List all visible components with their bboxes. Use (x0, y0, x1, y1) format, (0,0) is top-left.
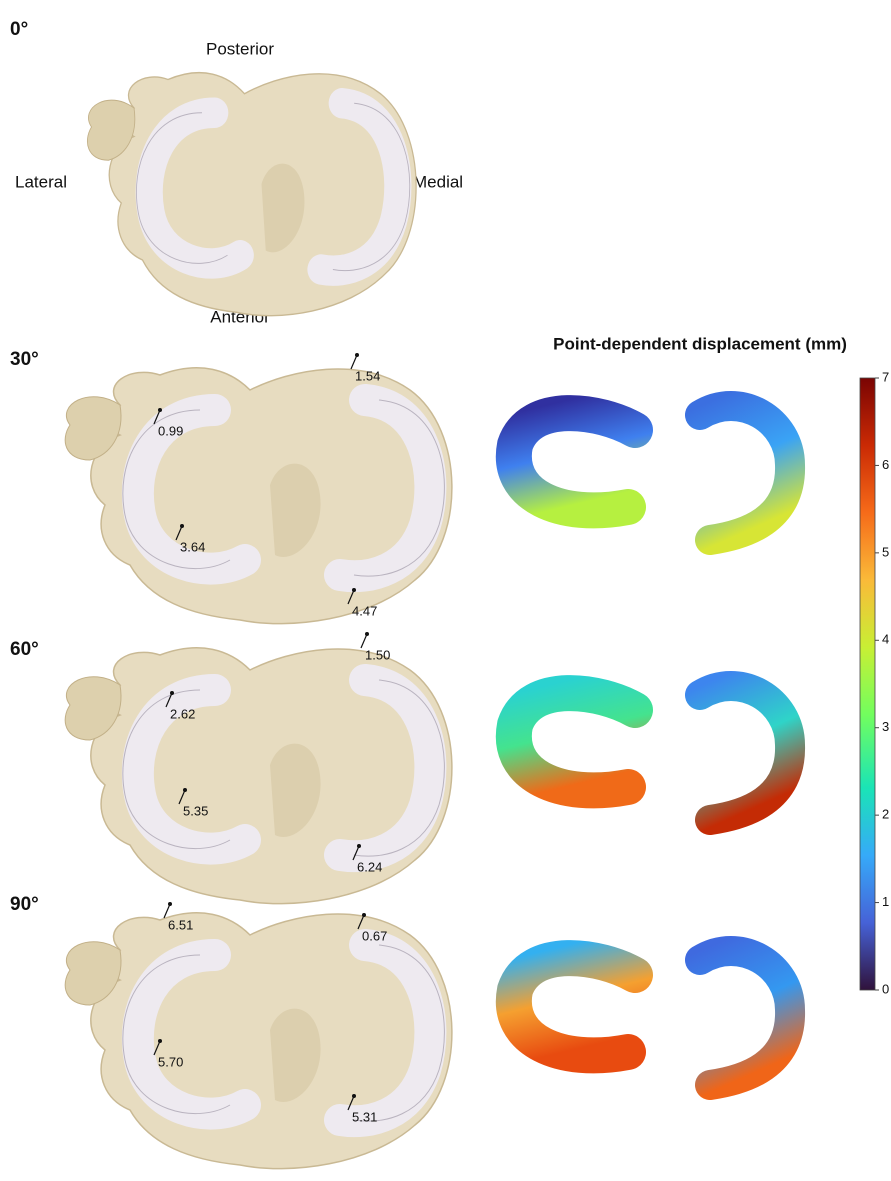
measurement: 0.99 (158, 423, 183, 438)
meniscus-heatmap (700, 951, 790, 1085)
measurement: 5.31 (352, 1109, 377, 1124)
meniscus-heatmap (514, 413, 635, 510)
meniscus-heatmap (700, 406, 790, 540)
measure-dot (158, 408, 162, 412)
colorbar-tick-label: 0 (882, 981, 889, 996)
measure-dot (352, 588, 356, 592)
measurement: 1.50 (365, 647, 390, 662)
colorbar-tick-label: 2 (882, 807, 889, 822)
colorbar-title: Point-dependent displacement (mm) (553, 334, 847, 353)
measure-dot (362, 913, 366, 917)
colorbar-tick-label: 3 (882, 719, 889, 734)
colorbar (860, 378, 875, 990)
measure-dot (180, 524, 184, 528)
measure-dot (355, 353, 359, 357)
angle-label: 60° (10, 639, 39, 660)
tibia-model (65, 648, 452, 904)
angle-label: 30° (10, 349, 39, 370)
measure-dot (352, 1094, 356, 1098)
measure-dot (168, 902, 172, 906)
page: {"orientation":{"posterior":"Posterior",… (0, 0, 891, 1181)
measurement: 3.64 (180, 539, 205, 554)
colorbar-tick-label: 7 (882, 369, 889, 384)
meniscus-heatmap (514, 958, 635, 1055)
measurement: 6.24 (357, 859, 382, 874)
tibia-model (65, 368, 452, 624)
colorbar-tick-label: 6 (882, 457, 889, 472)
measure-dot (170, 691, 174, 695)
measure-line (351, 355, 357, 369)
measure-dot (158, 1039, 162, 1043)
measurement: 4.47 (352, 603, 377, 618)
orientation-label: Lateral (15, 172, 67, 191)
measurement: 6.51 (168, 917, 193, 932)
colorbar-tick-label: 5 (882, 544, 889, 559)
measure-dot (365, 632, 369, 636)
angle-label: 0° (10, 19, 28, 40)
angle-label: 90° (10, 894, 39, 915)
measure-line (164, 904, 170, 918)
meniscus-heatmap (700, 686, 790, 820)
measurement: 0.67 (362, 928, 387, 943)
measure-dot (357, 844, 361, 848)
meniscus-heatmap (514, 693, 635, 790)
orientation-label: Medial (413, 172, 463, 191)
tibia-model (87, 73, 416, 316)
measure-dot (183, 788, 187, 792)
colorbar-tick-label: 4 (882, 632, 889, 647)
measure-line (361, 634, 367, 648)
colorbar-tick-label: 1 (882, 894, 889, 909)
measurement: 2.62 (170, 706, 195, 721)
measurement: 5.70 (158, 1054, 183, 1069)
figure: PosteriorLateralMedialAnterior0°30°0.991… (0, 0, 891, 1176)
measurement: 5.35 (183, 803, 208, 818)
measurement: 1.54 (355, 368, 380, 383)
orientation-label: Posterior (206, 39, 274, 58)
tibia-model (65, 913, 452, 1169)
